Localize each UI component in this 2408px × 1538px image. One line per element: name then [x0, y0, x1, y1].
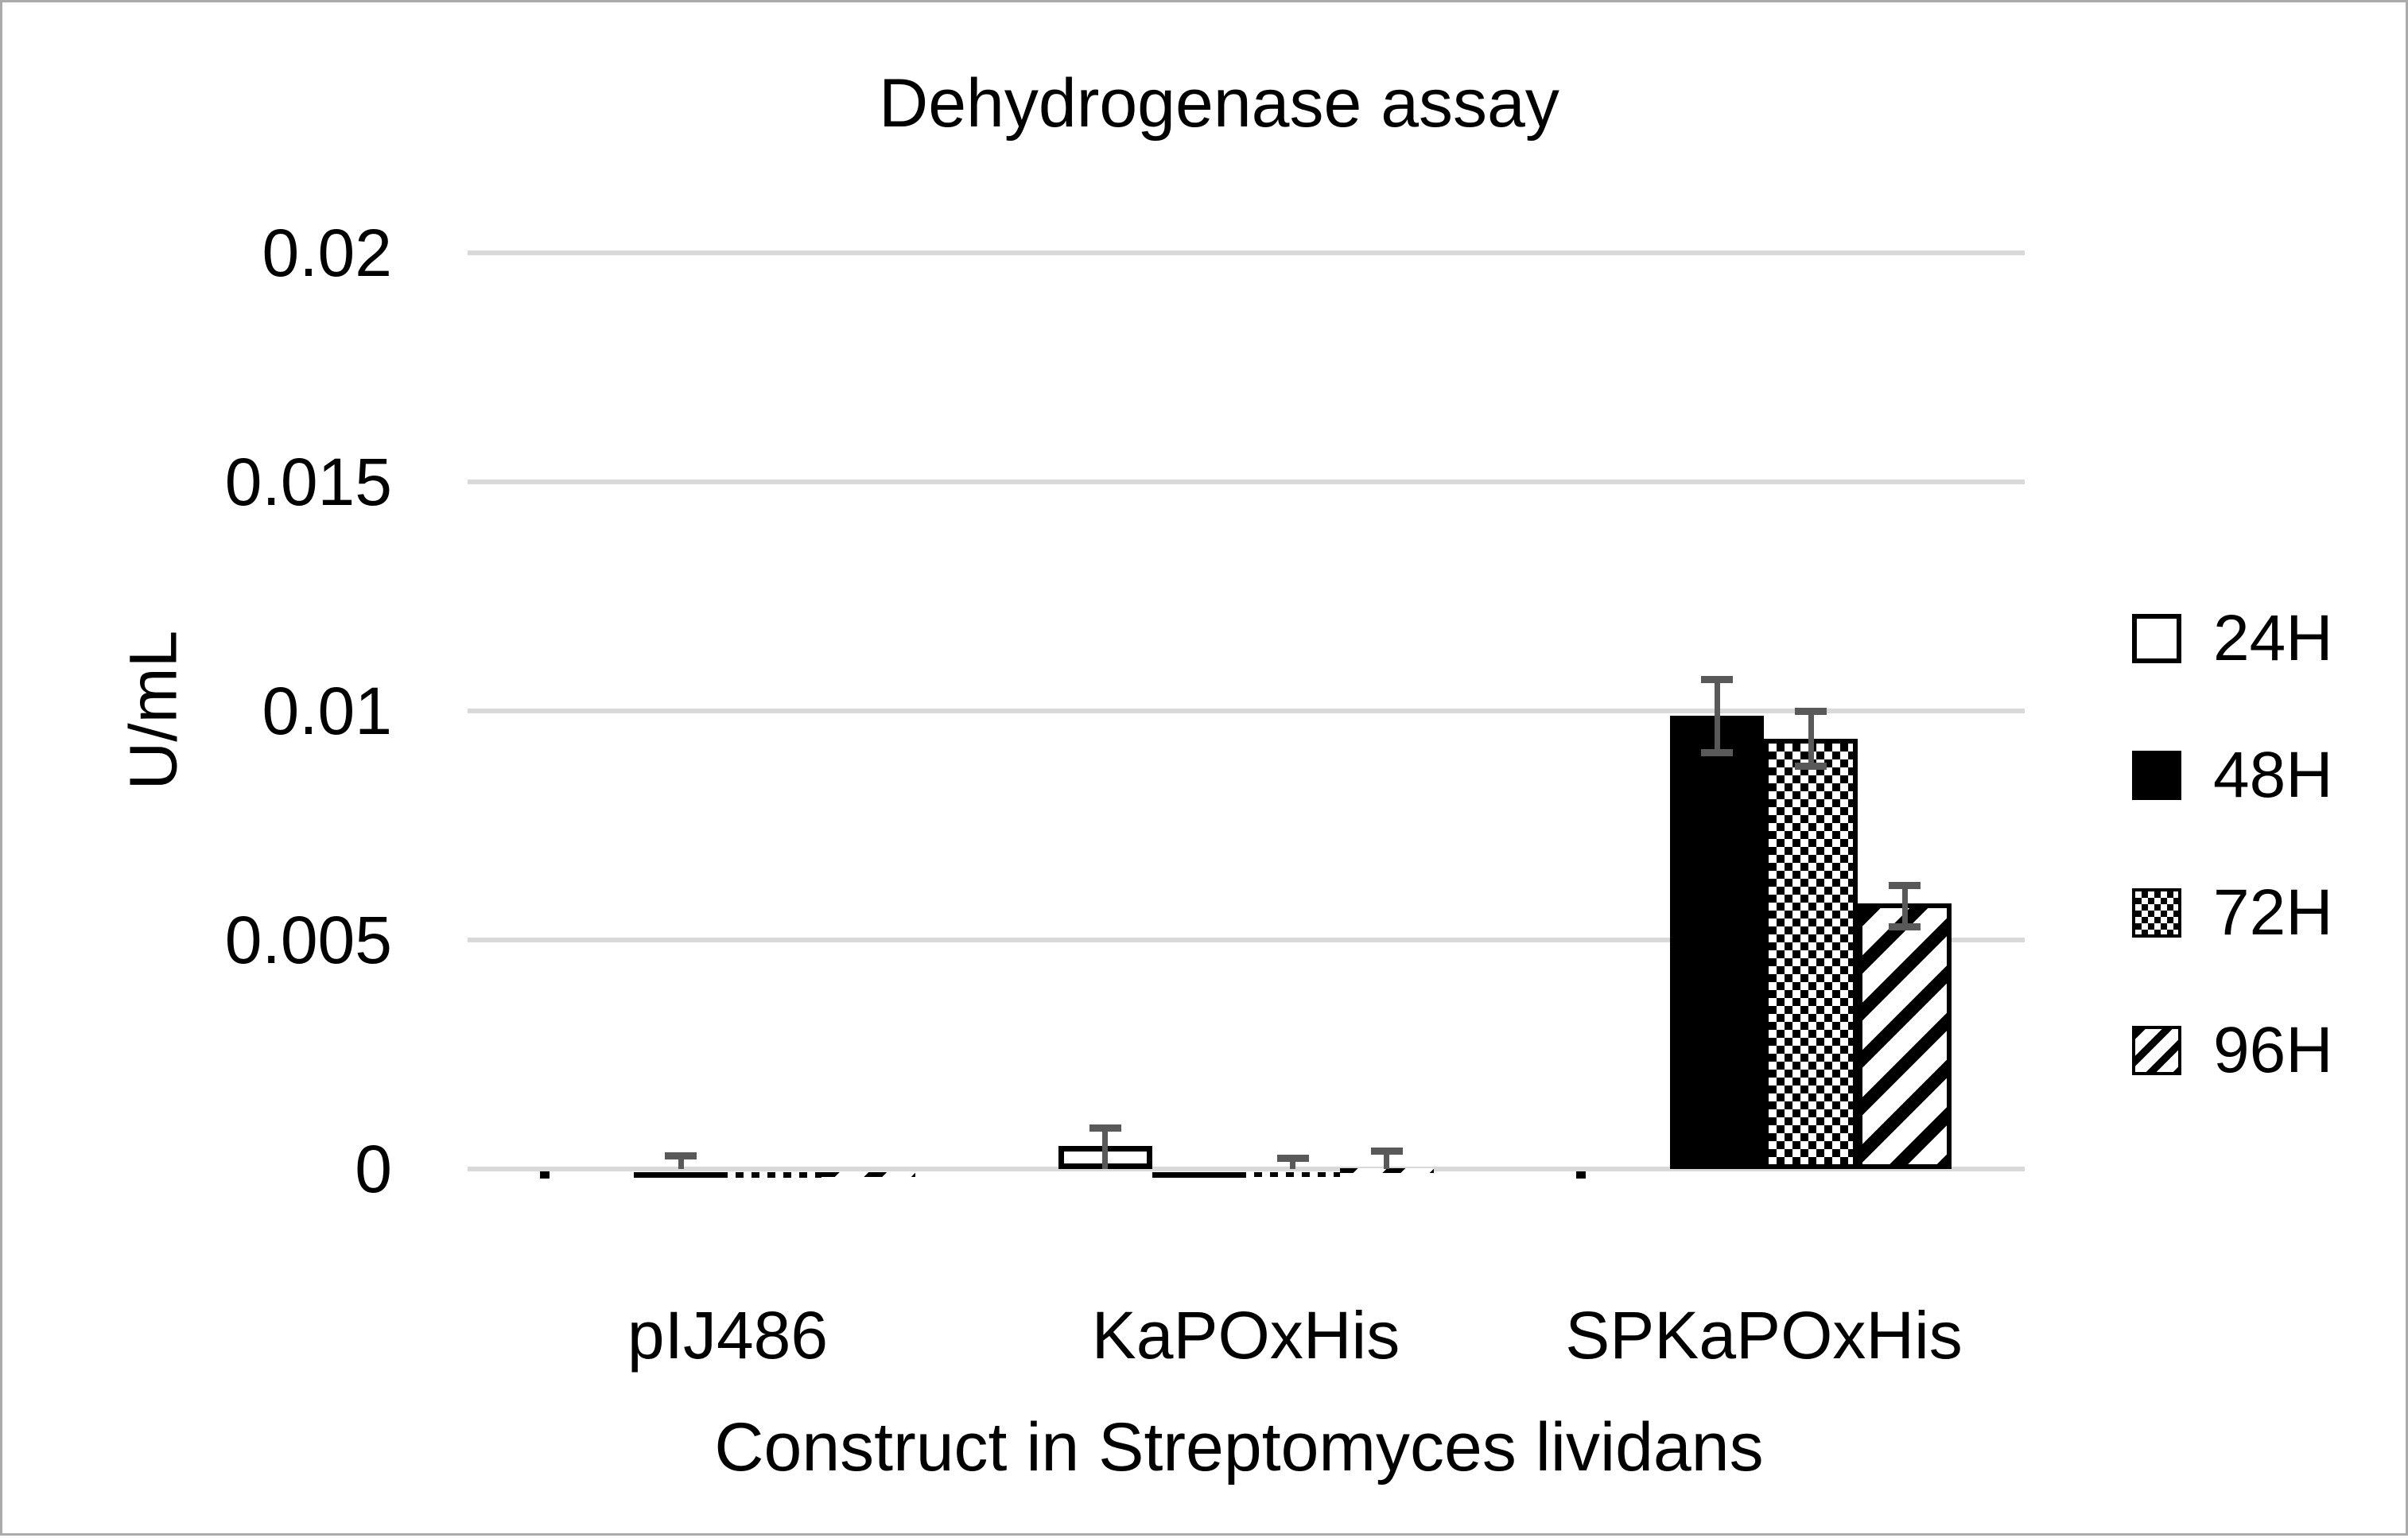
y-tick-label: 0.005 [224, 903, 392, 977]
legend-label-48H: 48H [2213, 739, 2333, 811]
error-bar-cap [1795, 763, 1827, 771]
error-bar-stem [1384, 1150, 1389, 1169]
error-bar-cap [1370, 1147, 1403, 1155]
error-bar-stem [1808, 711, 1814, 767]
error-bar-cap [1089, 1124, 1121, 1132]
y-tick-label: 0.02 [262, 216, 393, 290]
category-label-pIJ486: pIJ486 [627, 1298, 829, 1373]
legend-swatch-48H [2132, 751, 2181, 800]
gridline [468, 251, 2025, 255]
chart-title: Dehydrogenase assay [879, 65, 1559, 142]
y-tick-label: 0.015 [224, 445, 392, 519]
bar-tick-SPKaPOxHis-24H [1576, 1171, 1586, 1179]
bar-SPKaPOxHis-72H [1764, 738, 1858, 1169]
error-bar-cap [1889, 922, 1921, 930]
gridline [468, 709, 2025, 713]
error-bar-stem [1714, 678, 1720, 752]
legend-swatch-72H [2132, 888, 2181, 938]
bar-SPKaPOxHis-48H [1670, 715, 1764, 1169]
x-axis-title: Construct in Streptomyces lividans [714, 1409, 1764, 1486]
error-bar-stem [1290, 1157, 1295, 1169]
error-bar-cap [1701, 675, 1733, 683]
error-bar-cap [1889, 881, 1921, 889]
y-tick-label: 0.01 [262, 674, 393, 748]
bar-pIJ486-48H [634, 1172, 728, 1178]
category-label-SPKaPOxHis: SPKaPOxHis [1565, 1298, 1963, 1373]
y-tick-label: 0 [355, 1132, 392, 1206]
error-bar-cap [1276, 1154, 1309, 1162]
bar-KaPOxHis-48H [1152, 1172, 1246, 1178]
error-bar-stem [1102, 1128, 1108, 1169]
bar-KaPOxHis-72H [1245, 1172, 1340, 1177]
legend-label-96H: 96H [2213, 1014, 2333, 1086]
bar-KaPOxHis-96H [1339, 1167, 1434, 1173]
error-bar-stem [678, 1155, 684, 1169]
gridline [468, 480, 2025, 484]
error-bar-cap [1701, 748, 1733, 756]
bar-pIJ486-72H [728, 1172, 821, 1178]
bar-pIJ486-96H [821, 1172, 915, 1177]
legend-swatch-96H [2132, 1026, 2181, 1075]
bar-tick-pIJ486-24H [540, 1171, 550, 1179]
legend-label-72H: 72H [2213, 876, 2333, 949]
category-label-KaPOxHis: KaPOxHis [1091, 1298, 1400, 1373]
error-bar-cap [665, 1152, 697, 1159]
error-bar-cap [1795, 708, 1827, 715]
bar-SPKaPOxHis-96H [1858, 903, 1952, 1169]
gridline [468, 1167, 2025, 1171]
gridline [468, 938, 2025, 942]
error-bar-stem [1901, 884, 1908, 926]
legend-label-24H: 24H [2213, 602, 2333, 674]
legend-swatch-24H [2132, 614, 2181, 663]
